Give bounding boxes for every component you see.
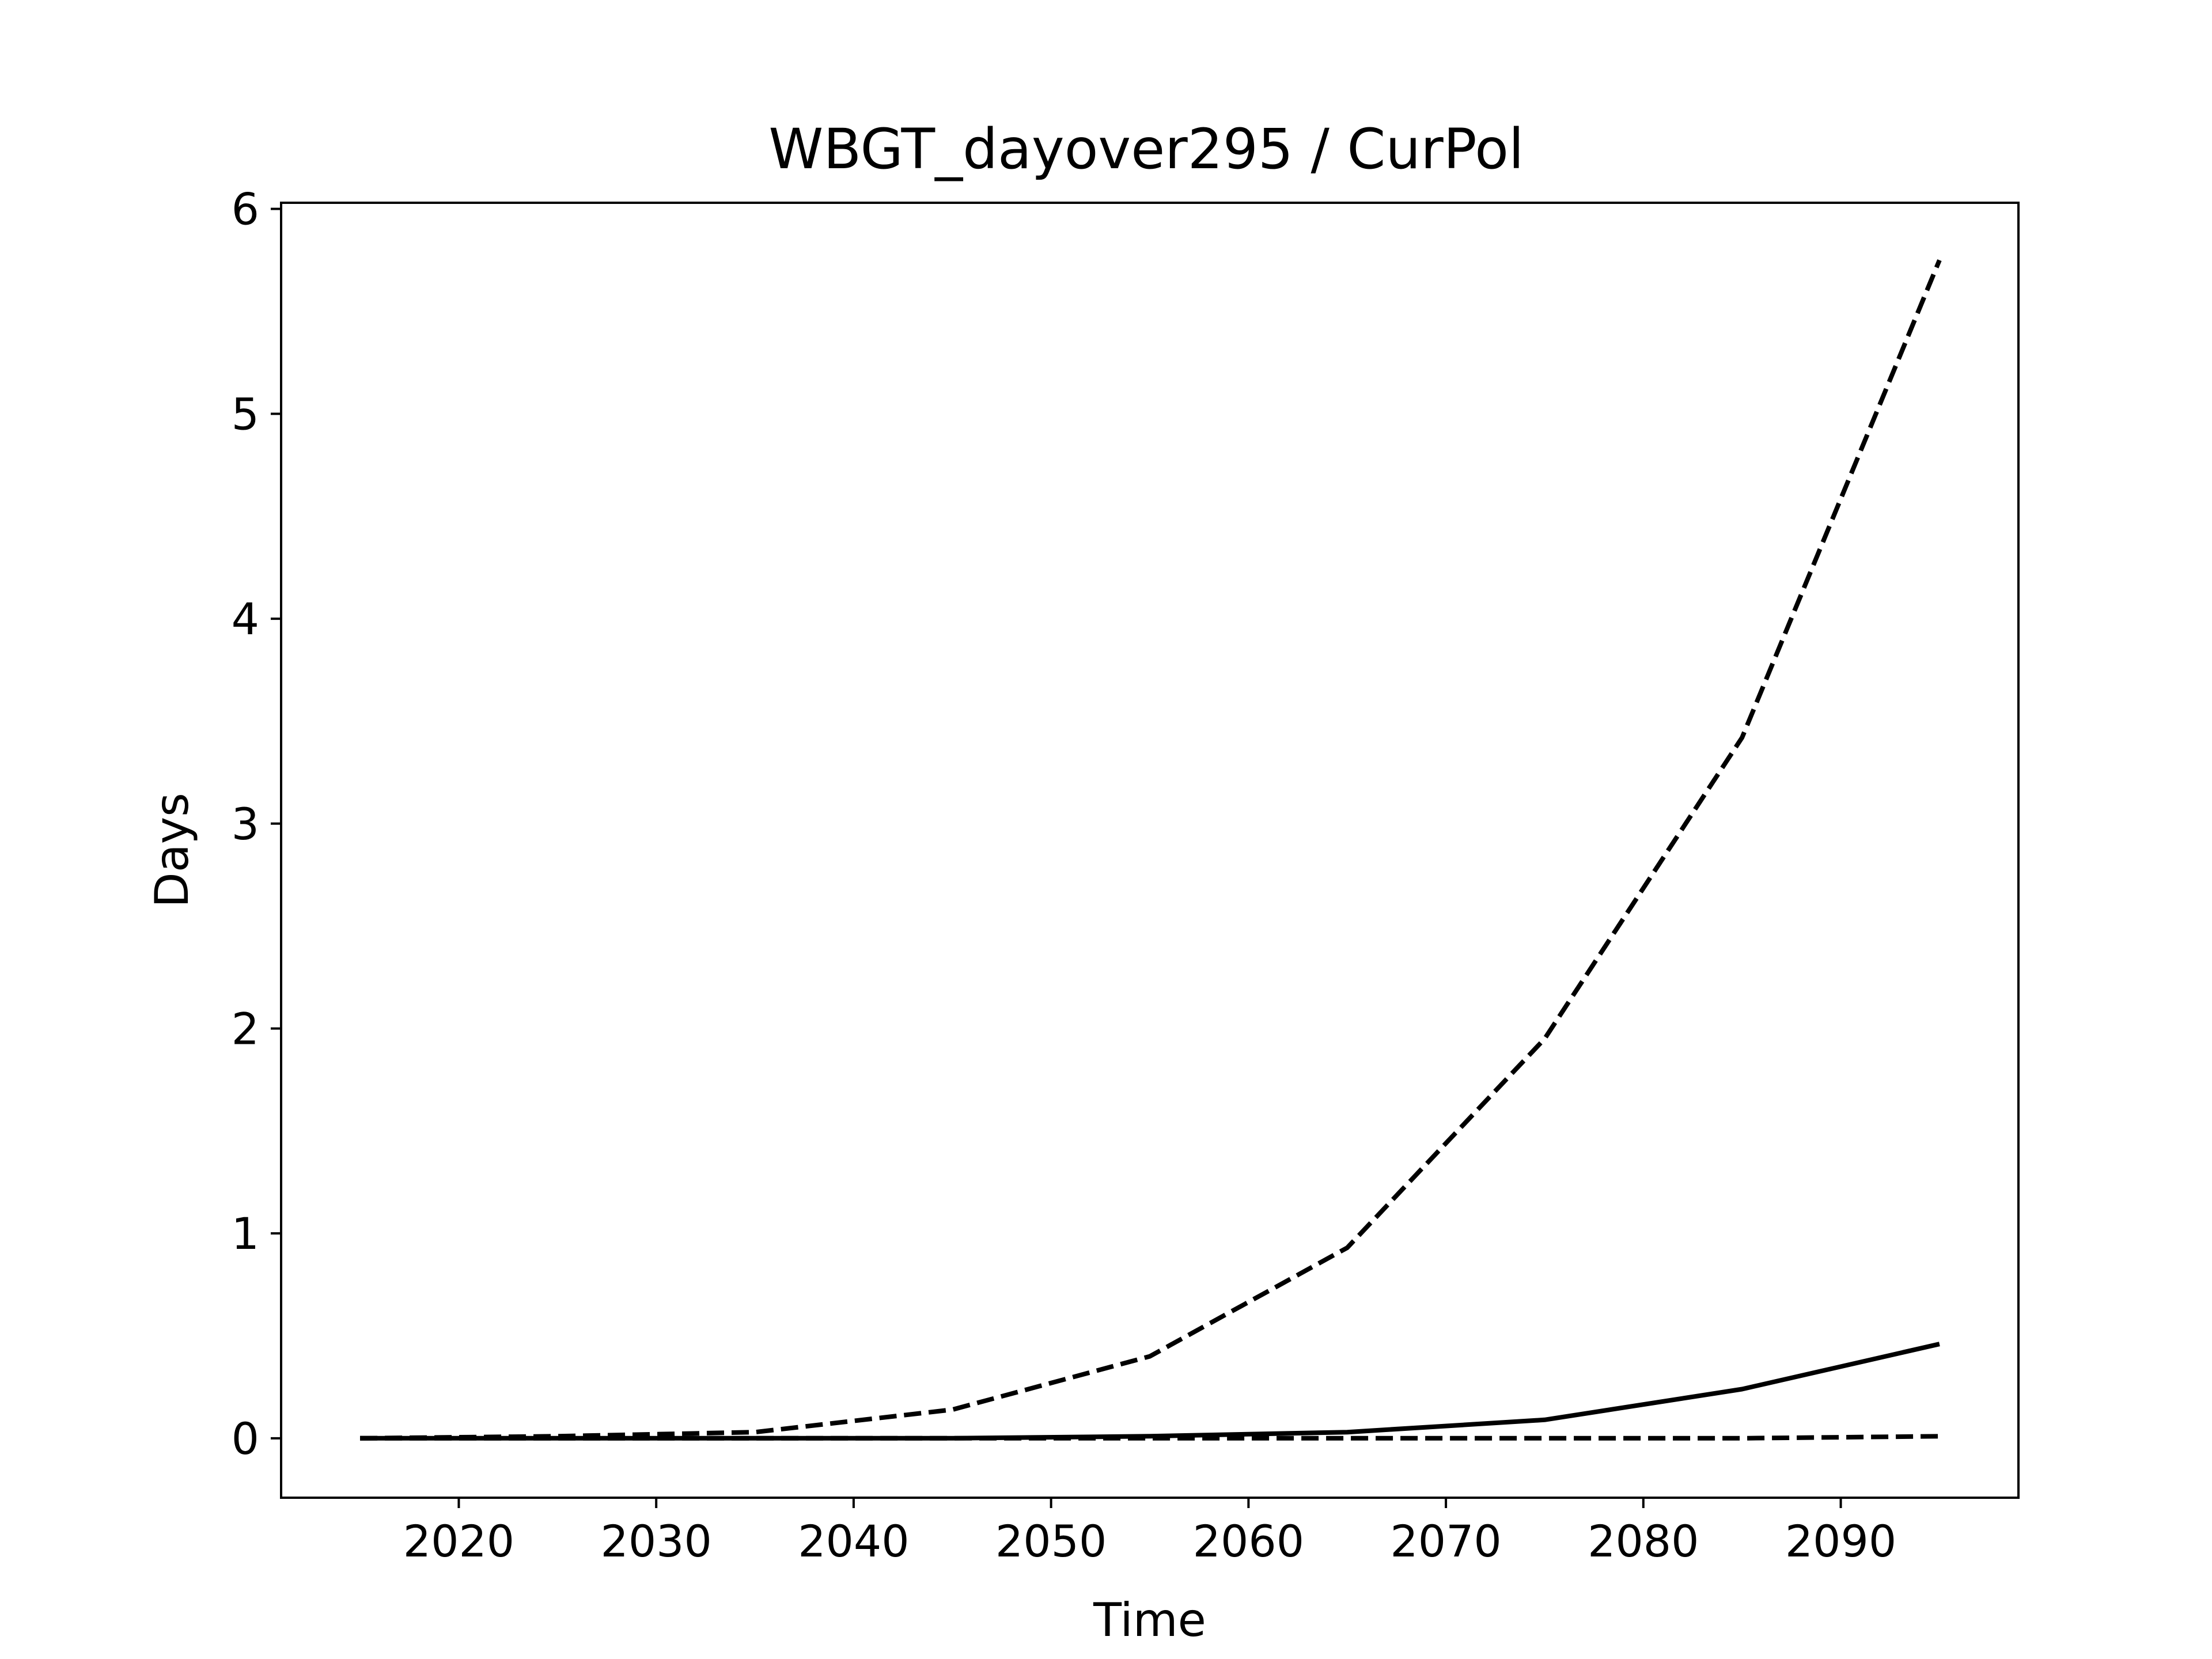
x-axis-ticks: 2020 2030 2040 2050 2060 2070 2080 2090 bbox=[403, 1498, 1896, 1567]
x-tick-label: 2060 bbox=[1193, 1516, 1304, 1567]
x-tick-label: 2050 bbox=[995, 1516, 1107, 1567]
plot-area-frame bbox=[280, 202, 2020, 1499]
y-tick-label: 1 bbox=[232, 1208, 259, 1259]
y-tick-label: 3 bbox=[232, 798, 259, 850]
y-tick-label: 2 bbox=[232, 1003, 259, 1054]
x-tick-label: 2070 bbox=[1390, 1516, 1501, 1567]
y-tick-label: 5 bbox=[232, 388, 259, 440]
y-axis-label: Days bbox=[145, 793, 199, 908]
x-tick-label: 2040 bbox=[798, 1516, 909, 1567]
x-tick-label: 2080 bbox=[1588, 1516, 1699, 1567]
y-tick-label: 4 bbox=[232, 593, 259, 645]
y-tick-label: 0 bbox=[232, 1413, 259, 1464]
series-line-3 bbox=[360, 1434, 1940, 1441]
series-layer bbox=[360, 259, 1942, 1441]
x-tick-label: 2090 bbox=[1785, 1516, 1896, 1567]
series-line-1 bbox=[360, 259, 1942, 1441]
x-tick-label: 2020 bbox=[403, 1516, 514, 1567]
chart-title: WBGT_dayover295 / CurPol bbox=[768, 117, 1524, 181]
x-tick-label: 2030 bbox=[600, 1516, 711, 1567]
x-axis-label: Time bbox=[1093, 1593, 1206, 1647]
y-axis-ticks: 0 1 2 3 4 5 6 bbox=[232, 184, 281, 1464]
y-tick-label: 6 bbox=[232, 184, 259, 235]
